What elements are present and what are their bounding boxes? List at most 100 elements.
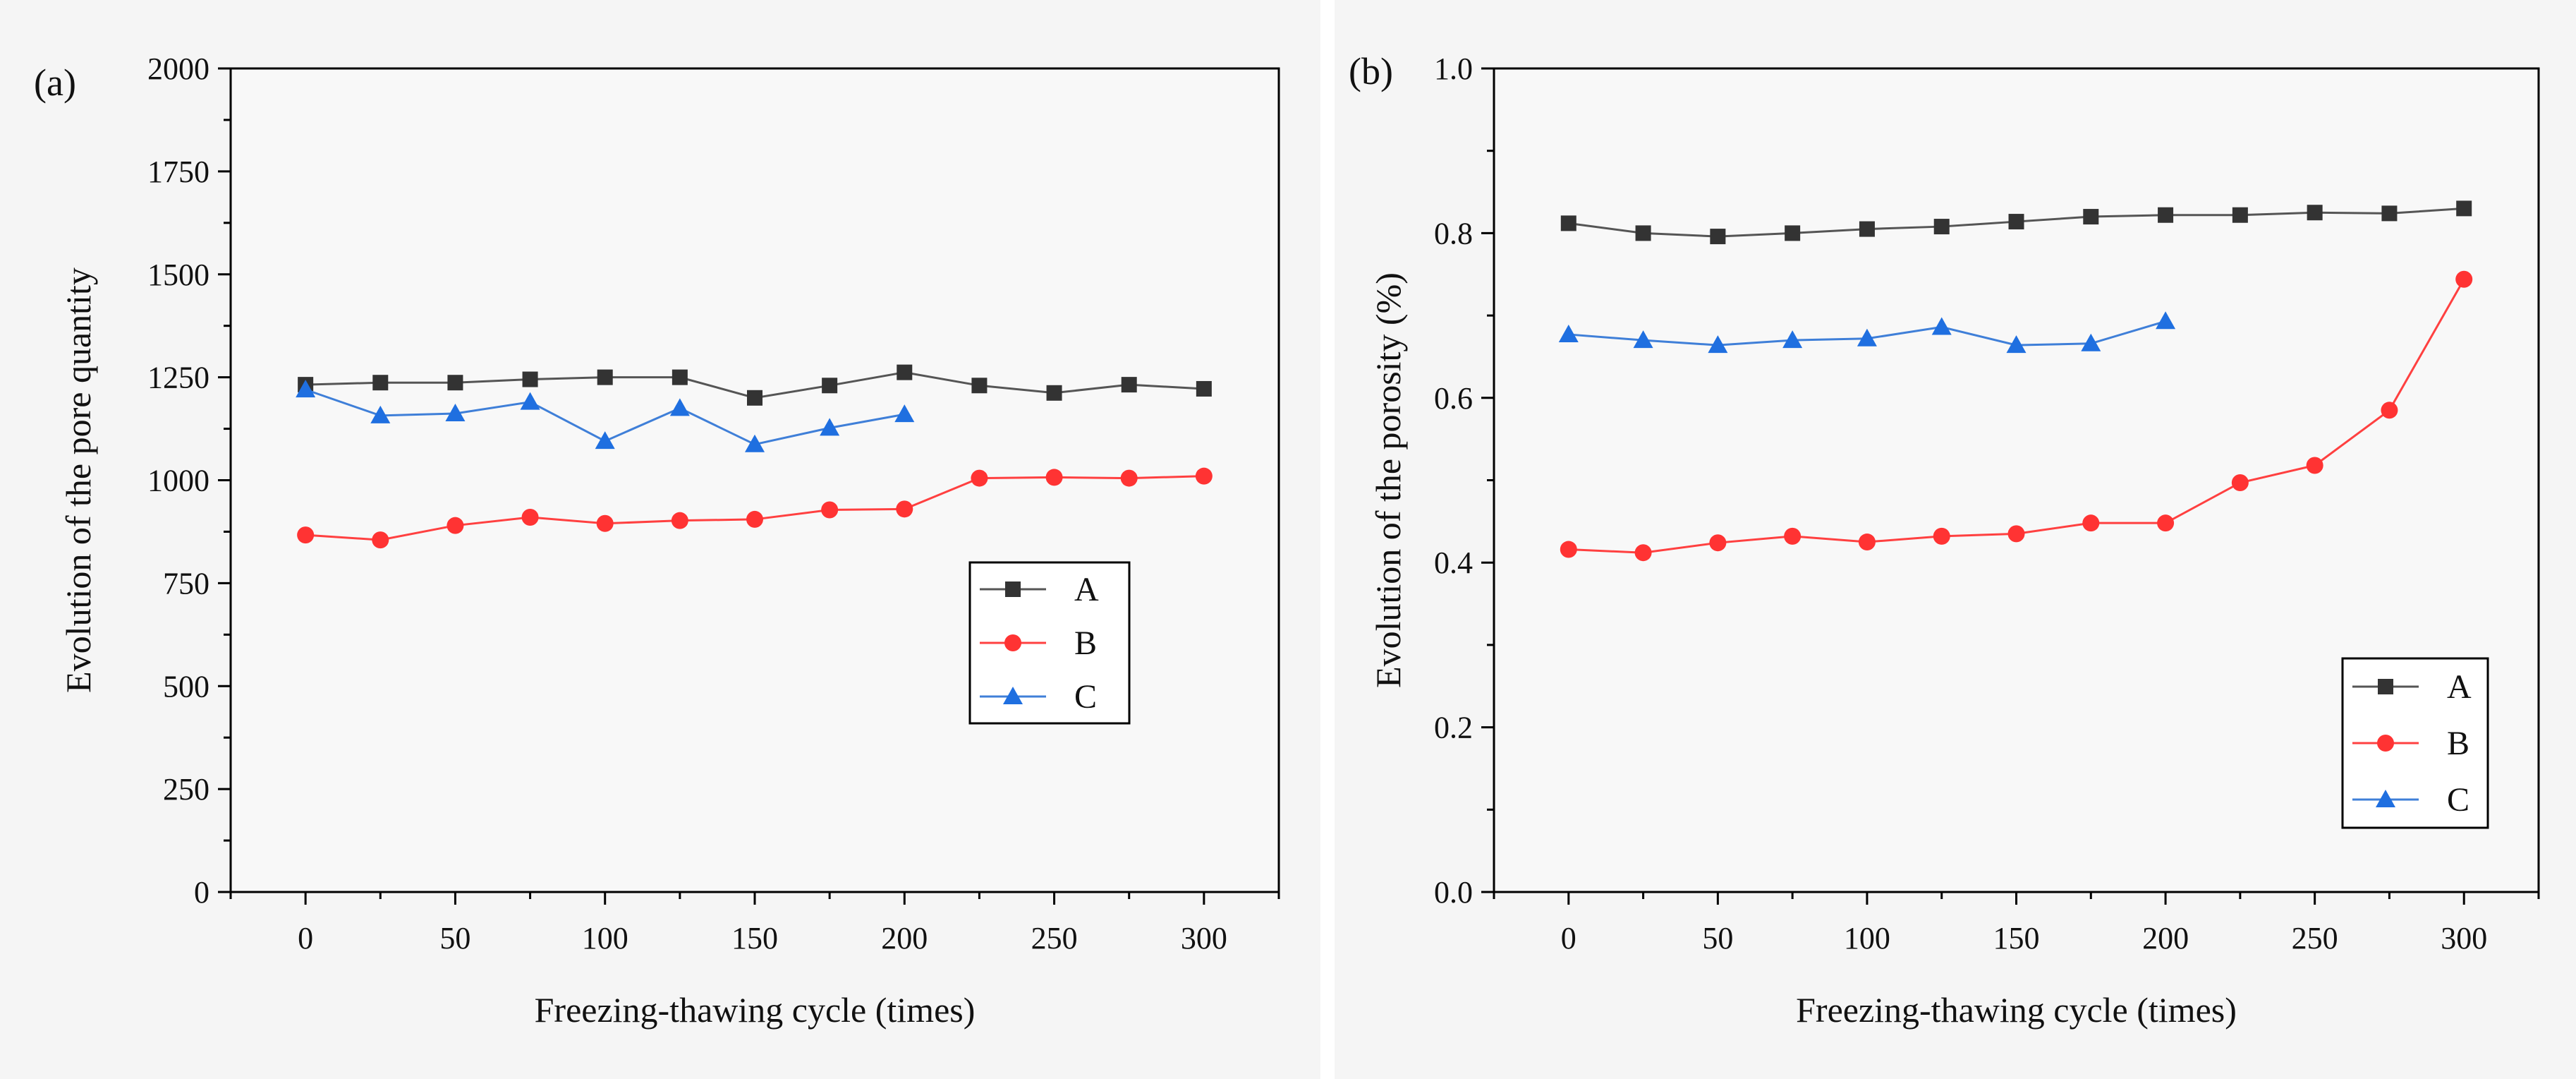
data-point-a bbox=[597, 369, 613, 385]
plot-area bbox=[229, 67, 1280, 893]
data-point-c bbox=[2006, 335, 2027, 354]
data-point-b bbox=[896, 500, 913, 518]
data-point-b bbox=[596, 514, 614, 532]
data-point-b bbox=[821, 501, 839, 519]
panel-label: (a) bbox=[34, 61, 76, 104]
data-point-c bbox=[1633, 330, 1653, 349]
x-tick-label: 100 bbox=[1844, 921, 1890, 956]
legend: ABC bbox=[968, 561, 1131, 725]
y-tick-label: 0.4 bbox=[1434, 545, 1473, 580]
series-a bbox=[1560, 200, 2472, 245]
data-point-a bbox=[1635, 225, 1651, 241]
data-point-a bbox=[1046, 385, 1062, 401]
data-point-b bbox=[971, 469, 988, 487]
data-point-b bbox=[2157, 514, 2175, 532]
x-tick-label: 150 bbox=[1993, 921, 2040, 956]
data-point-a bbox=[1859, 221, 1875, 237]
legend-label-c: C bbox=[1074, 678, 1097, 716]
data-point-a bbox=[747, 390, 763, 406]
legend-label-c: C bbox=[2447, 781, 2469, 819]
data-point-c bbox=[1708, 335, 1728, 354]
y-tick-label: 1250 bbox=[147, 361, 209, 395]
data-point-b bbox=[1634, 544, 1652, 562]
x-tick-label: 250 bbox=[1031, 921, 1078, 956]
data-point-b bbox=[1858, 534, 1876, 551]
series-c bbox=[1558, 311, 2176, 354]
y-tick-label: 0.8 bbox=[1434, 216, 1473, 251]
data-point-b bbox=[1784, 527, 1802, 545]
y-tick-label: 2000 bbox=[147, 52, 209, 86]
data-point-c bbox=[1782, 330, 1803, 349]
data-point-a bbox=[1560, 215, 1576, 231]
x-tick-label: 300 bbox=[2441, 921, 2487, 956]
data-point-c bbox=[2156, 311, 2176, 330]
data-point-a bbox=[1121, 377, 1137, 393]
y-tick-label: 0.6 bbox=[1434, 381, 1473, 416]
data-point-a bbox=[2083, 209, 2099, 225]
data-point-c bbox=[296, 380, 316, 398]
data-point-c bbox=[1931, 317, 1952, 335]
data-point-a bbox=[2307, 205, 2323, 221]
legend-marker-b bbox=[1004, 634, 1021, 651]
y-tick-label: 1000 bbox=[147, 464, 209, 498]
data-point-b bbox=[2455, 270, 2473, 288]
x-tick-label: 200 bbox=[881, 921, 928, 956]
series-c bbox=[296, 380, 915, 452]
data-point-a bbox=[522, 371, 538, 387]
data-point-b bbox=[1120, 469, 1138, 487]
series-b bbox=[297, 467, 1213, 549]
data-point-a bbox=[2456, 200, 2472, 217]
data-point-c bbox=[520, 392, 540, 410]
y-tick-label: 0.0 bbox=[1434, 875, 1473, 910]
data-point-b bbox=[521, 509, 539, 526]
legend-marker-c bbox=[2376, 790, 2395, 807]
data-point-b bbox=[2007, 525, 2025, 543]
data-point-c bbox=[370, 405, 391, 423]
y-tick-label: 750 bbox=[163, 566, 209, 601]
data-point-c bbox=[669, 398, 690, 416]
data-point-a bbox=[2381, 205, 2398, 222]
data-point-b bbox=[2082, 514, 2100, 532]
x-tick-label: 150 bbox=[731, 921, 778, 956]
data-point-c bbox=[445, 403, 466, 421]
data-point-c bbox=[820, 418, 840, 436]
data-point-a bbox=[2232, 207, 2248, 223]
data-point-a bbox=[971, 378, 988, 394]
legend-label-b: B bbox=[2447, 725, 2469, 762]
data-point-b bbox=[671, 512, 688, 529]
legend: ABC bbox=[2341, 657, 2489, 829]
x-tick-label: 200 bbox=[2142, 921, 2189, 956]
data-point-c bbox=[1857, 328, 1877, 346]
data-point-b bbox=[1560, 541, 1577, 558]
data-point-a bbox=[1710, 229, 1726, 245]
series-b bbox=[1560, 270, 2473, 562]
legend-label-a: A bbox=[1074, 571, 1099, 608]
y-tick-label: 1750 bbox=[147, 155, 209, 189]
data-point-b bbox=[1195, 467, 1213, 485]
legend-marker-b bbox=[2377, 735, 2394, 752]
y-tick-label: 1.0 bbox=[1434, 52, 1473, 86]
data-point-a bbox=[822, 378, 838, 394]
y-tick-label: 0 bbox=[194, 875, 209, 910]
legend-marker-c bbox=[1003, 687, 1023, 704]
x-tick-label: 50 bbox=[1702, 921, 1733, 956]
data-point-c bbox=[2081, 333, 2101, 351]
data-point-a bbox=[2158, 207, 2174, 223]
y-tick-label: 500 bbox=[163, 669, 209, 704]
panel-a: 0 250 500 750 1000 1250 1500 1750 2000 0 50 100 150 2… bbox=[34, 52, 1280, 1030]
x-tick-label: 300 bbox=[1181, 921, 1227, 956]
panel-b: 0.0 0.2 0.4 0.6 0.8 1.0 0 50 100 150 200 250 300 Free… bbox=[1335, 0, 2576, 1079]
x-tick-label: 250 bbox=[2292, 921, 2338, 956]
data-point-a bbox=[1933, 219, 1950, 235]
data-point-b bbox=[746, 510, 763, 528]
data-point-b bbox=[2231, 474, 2249, 492]
data-point-b bbox=[1709, 534, 1727, 552]
data-point-c bbox=[1558, 324, 1579, 342]
x-tick-label: 50 bbox=[439, 921, 470, 956]
x-tick-label: 0 bbox=[1561, 921, 1576, 956]
data-point-b bbox=[372, 531, 389, 549]
y-tick-label: 1500 bbox=[147, 258, 209, 292]
data-point-c bbox=[894, 404, 915, 423]
legend-marker-a bbox=[2378, 679, 2393, 694]
data-point-b bbox=[2306, 457, 2323, 474]
